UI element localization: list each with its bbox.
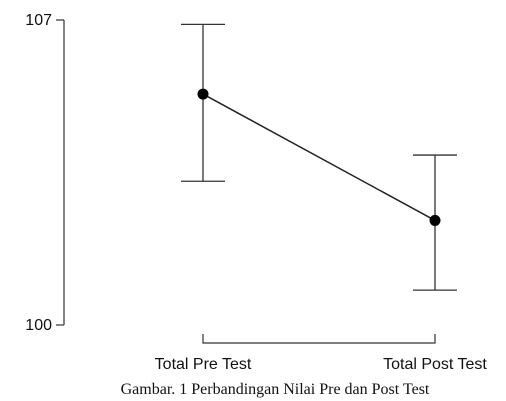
x-tick-label-0: Total Pre Test xyxy=(155,356,252,373)
y-ticks: 100 107 xyxy=(25,12,64,334)
x-tick-label-1: Total Post Test xyxy=(383,356,487,373)
series-line xyxy=(202,93,436,222)
figure-caption: Gambar. 1 Perbandingan Nilai Pre dan Pos… xyxy=(121,381,430,398)
data-points xyxy=(197,88,441,226)
y-tick-label-0: 100 xyxy=(25,317,52,334)
error-bar-0 xyxy=(181,23,225,182)
x-axis-bracket xyxy=(202,334,436,344)
data-point-0 xyxy=(197,88,209,100)
y-tick-label-1: 107 xyxy=(25,12,52,29)
data-point-1 xyxy=(429,214,441,226)
x-tick-labels: Total Pre Test Total Post Test xyxy=(155,356,488,373)
